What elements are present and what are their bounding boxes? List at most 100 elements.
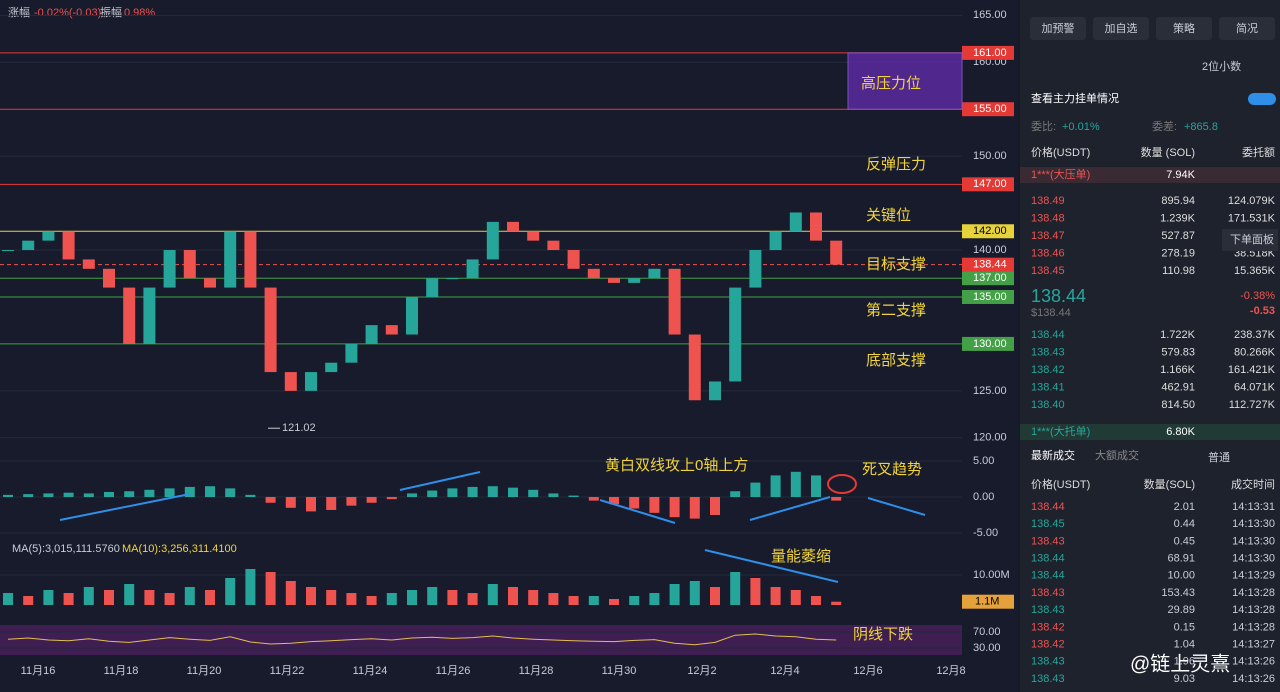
change-label: 涨幅 <box>8 6 30 19</box>
bid: 1.166K <box>1160 364 1196 376</box>
candle <box>688 334 701 401</box>
button[interactable] <box>1219 17 1275 40</box>
level-label: 130.00 <box>973 338 1007 350</box>
trade-price: 138.43 <box>1031 604 1065 616</box>
diff: +865.8 <box>1184 121 1218 133</box>
bar <box>3 593 13 605</box>
candle <box>507 221 519 232</box>
bar <box>386 593 397 605</box>
ratio: +0.01% <box>1062 121 1100 133</box>
bar <box>568 495 579 498</box>
bar <box>548 493 559 498</box>
last-usd: $138.44 <box>1031 307 1071 319</box>
popup-label[interactable]: 下单面板 <box>1230 232 1274 246</box>
trade-time: 14:13:28 <box>1232 604 1275 616</box>
bar <box>770 475 781 498</box>
bar <box>629 497 640 509</box>
candle <box>325 362 338 373</box>
bid: 112.727K <box>1229 399 1276 411</box>
button[interactable] <box>1156 17 1212 40</box>
trade-price: 138.45 <box>1031 518 1065 530</box>
link[interactable]: 查看主力挂单情况 <box>1031 91 1119 105</box>
trade-qty: 29.89 <box>1167 604 1195 616</box>
bar <box>427 490 438 498</box>
toggle[interactable] <box>1248 93 1276 105</box>
bar <box>346 593 357 605</box>
y-tick-label: 120.00 <box>973 432 1007 444</box>
trade-time: 14:13:28 <box>1232 587 1275 599</box>
x-tick-label: 11月18 <box>104 665 139 677</box>
annotation: 阴线下跌 <box>853 626 913 643</box>
header: 数量 (SOL) <box>1141 146 1195 159</box>
annotation: 底部支撑 <box>866 352 926 369</box>
button-label[interactable]: 加自选 <box>1105 22 1138 35</box>
y-tick-label: 0.00 <box>973 491 994 503</box>
trade-time: 14:13:30 <box>1232 518 1275 530</box>
bar <box>487 486 498 498</box>
button-label[interactable]: 简况 <box>1236 21 1258 35</box>
button-label[interactable]: 策略 <box>1173 21 1195 35</box>
ask: 138.48 <box>1031 212 1065 224</box>
button[interactable] <box>1093 17 1149 40</box>
arrow <box>599 499 676 524</box>
arrow <box>867 497 926 516</box>
trade-qty: 1.04 <box>1174 639 1195 651</box>
bar <box>144 489 155 498</box>
bar <box>104 590 114 605</box>
chart-bg <box>0 0 1018 692</box>
filter[interactable]: 普通 <box>1208 450 1230 464</box>
last-label: 138.44 <box>973 259 1007 271</box>
button[interactable] <box>1030 17 1086 40</box>
bar <box>710 587 720 605</box>
ask: 138.47 <box>1031 230 1065 242</box>
bar <box>730 572 741 605</box>
bar <box>144 590 155 605</box>
bar <box>750 578 761 605</box>
bar <box>528 489 539 498</box>
last-label: 1.1M <box>975 596 999 608</box>
annotation: 第二支撑 <box>866 301 926 319</box>
bar <box>285 497 296 508</box>
bar <box>427 587 438 605</box>
candle <box>668 268 681 335</box>
bar <box>790 471 801 498</box>
bid: 64.071K <box>1234 381 1276 393</box>
bid: 138.44 <box>1031 329 1065 341</box>
trade-price: 138.44 <box>1031 501 1065 513</box>
y-tick-label: 30.00 <box>973 642 1001 654</box>
trade-time: 14:13:26 <box>1232 673 1275 685</box>
ask: 110.98 <box>1162 265 1195 277</box>
bar <box>326 497 337 510</box>
candle <box>204 278 216 288</box>
candle <box>42 231 55 241</box>
button-label[interactable]: 加预警 <box>1042 21 1075 35</box>
candle <box>648 268 661 279</box>
ask: 1.239K <box>1160 212 1196 224</box>
pressure-zone <box>847 52 963 110</box>
bar <box>104 491 114 498</box>
tab[interactable]: 大额成交 <box>1095 448 1139 462</box>
annotation: 高压力位 <box>861 75 921 92</box>
header: 价格(USDT) <box>1031 145 1090 159</box>
precision[interactable]: 2位小数 <box>1202 59 1241 73</box>
bar <box>346 497 357 506</box>
candle <box>749 250 762 288</box>
ask: 895.94 <box>1161 195 1195 207</box>
candle <box>446 278 459 280</box>
annotation: 量能萎缩 <box>771 548 831 565</box>
trade-price: 138.43 <box>1031 673 1065 685</box>
bar <box>306 587 316 605</box>
trade-price: 138.43 <box>1031 587 1065 599</box>
bar <box>609 599 619 605</box>
x-tick-label: 11月16 <box>21 665 56 677</box>
x-tick-label: 11月22 <box>270 665 305 677</box>
candle <box>608 278 620 283</box>
bar <box>386 497 397 500</box>
x-tick-label: 11月30 <box>602 665 637 677</box>
watermark: @链上灵熹 <box>1130 652 1230 675</box>
header: 成交时间 <box>1231 477 1275 491</box>
bar <box>366 497 377 503</box>
trade-price: 138.44 <box>1031 570 1065 582</box>
trade-qty: 10.00 <box>1167 570 1195 582</box>
tab[interactable]: 最新成交 <box>1031 448 1075 462</box>
